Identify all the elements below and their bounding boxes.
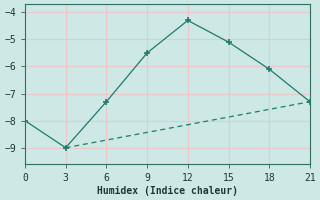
X-axis label: Humidex (Indice chaleur): Humidex (Indice chaleur): [97, 186, 238, 196]
